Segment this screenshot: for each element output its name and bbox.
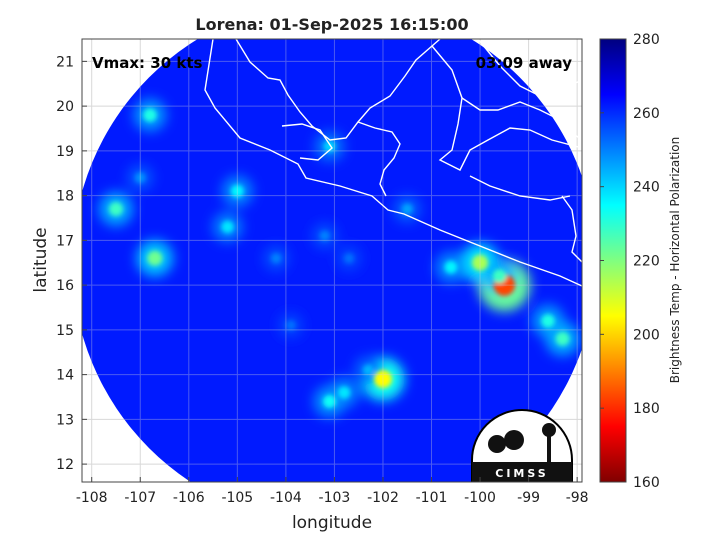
feature-point xyxy=(270,253,282,264)
y-tick-label: 14 xyxy=(56,368,74,384)
x-tick-label: -106 xyxy=(173,490,205,506)
feature-point xyxy=(147,250,163,266)
colorbar-tick-label: 280 xyxy=(633,32,660,48)
border-8 xyxy=(469,175,571,201)
border-6 xyxy=(461,97,582,141)
feature-point xyxy=(471,254,489,271)
feature-point xyxy=(492,269,507,284)
y-axis-ticks: 12 13 14 15 16 17 18 19 20 21 xyxy=(56,54,87,473)
feature-point xyxy=(444,260,458,274)
y-tick-label: 19 xyxy=(56,144,74,160)
y-tick-label: 17 xyxy=(56,233,74,249)
colorbar xyxy=(599,38,627,483)
chart-title: Lorena: 01-Sep-2025 16:15:00 xyxy=(195,15,468,34)
feature-point xyxy=(285,320,296,331)
border-3 xyxy=(281,123,333,161)
logo-tower xyxy=(547,428,551,462)
x-tick-label: -102 xyxy=(367,490,399,506)
feature-point xyxy=(343,253,355,264)
feature-point xyxy=(362,364,375,376)
x-tick-label: -98 xyxy=(566,490,589,506)
x-tick-label: -101 xyxy=(416,490,448,506)
coastline xyxy=(204,39,582,287)
x-tick-label: -105 xyxy=(221,490,253,506)
colorbar-label: Brightness Temp - Horizontal Polarizatio… xyxy=(668,137,682,384)
colorbar-tick-label: 200 xyxy=(633,327,660,343)
feature-point xyxy=(401,203,413,215)
feature-point xyxy=(323,140,336,153)
x-tick-label: -100 xyxy=(464,490,496,506)
colorbar-tick-label: 220 xyxy=(633,254,660,270)
feature-point xyxy=(230,184,244,198)
x-axis-ticks: -108 -107 -106 -105 -104 -103 -102 -101 -100 -99 -… xyxy=(76,477,589,506)
colorbar-tick-label: 240 xyxy=(633,180,660,196)
colorbar-ticks: 160 180 200 220 240 260 280 xyxy=(600,32,660,491)
feature-point xyxy=(221,220,234,234)
logo-dish-1 xyxy=(488,435,506,453)
border-2 xyxy=(357,121,401,197)
border-7 xyxy=(561,195,582,263)
colorbar-tick-label: 160 xyxy=(633,475,660,491)
time-away-annotation: 03:09 away xyxy=(476,54,573,72)
colorbar-tick-label: 260 xyxy=(633,106,660,122)
y-tick-label: 15 xyxy=(56,323,74,339)
feature-point xyxy=(374,370,392,388)
x-axis-label: longitude xyxy=(292,513,372,533)
cimss-logo: CIMSS xyxy=(471,409,573,482)
border-1 xyxy=(235,39,441,141)
logo-dish-2 xyxy=(504,430,524,450)
feature-point xyxy=(555,331,570,346)
coastline-borders xyxy=(204,39,582,287)
vmax-annotation: Vmax: 30 kts xyxy=(92,54,202,72)
x-tick-label: -108 xyxy=(76,490,108,506)
feature-point xyxy=(108,202,123,217)
logo-ground xyxy=(472,462,572,482)
feature-point xyxy=(323,394,337,408)
y-axis-label: latitude xyxy=(31,227,51,292)
colorbar-tick-label: 180 xyxy=(633,401,660,417)
plot-frame xyxy=(81,38,583,483)
border-5 xyxy=(477,39,582,97)
y-tick-label: 13 xyxy=(56,412,74,428)
logo-tower-top xyxy=(542,423,556,437)
x-tick-label: -107 xyxy=(124,490,156,506)
y-tick-label: 20 xyxy=(56,99,74,115)
y-tick-label: 16 xyxy=(56,278,74,294)
x-tick-label: -99 xyxy=(517,490,540,506)
y-tick-label: 12 xyxy=(56,457,74,473)
feature-point xyxy=(143,108,157,122)
feature-point xyxy=(319,230,330,242)
x-tick-label: -103 xyxy=(319,490,351,506)
y-tick-label: 21 xyxy=(56,54,74,70)
y-tick-label: 18 xyxy=(56,189,74,205)
feature-point xyxy=(337,386,351,399)
x-tick-label: -104 xyxy=(270,490,302,506)
brightness-temp-swath xyxy=(82,39,582,482)
logo-text: CIMSS xyxy=(495,467,548,480)
feature-point xyxy=(134,172,146,184)
feature-point xyxy=(541,314,555,328)
